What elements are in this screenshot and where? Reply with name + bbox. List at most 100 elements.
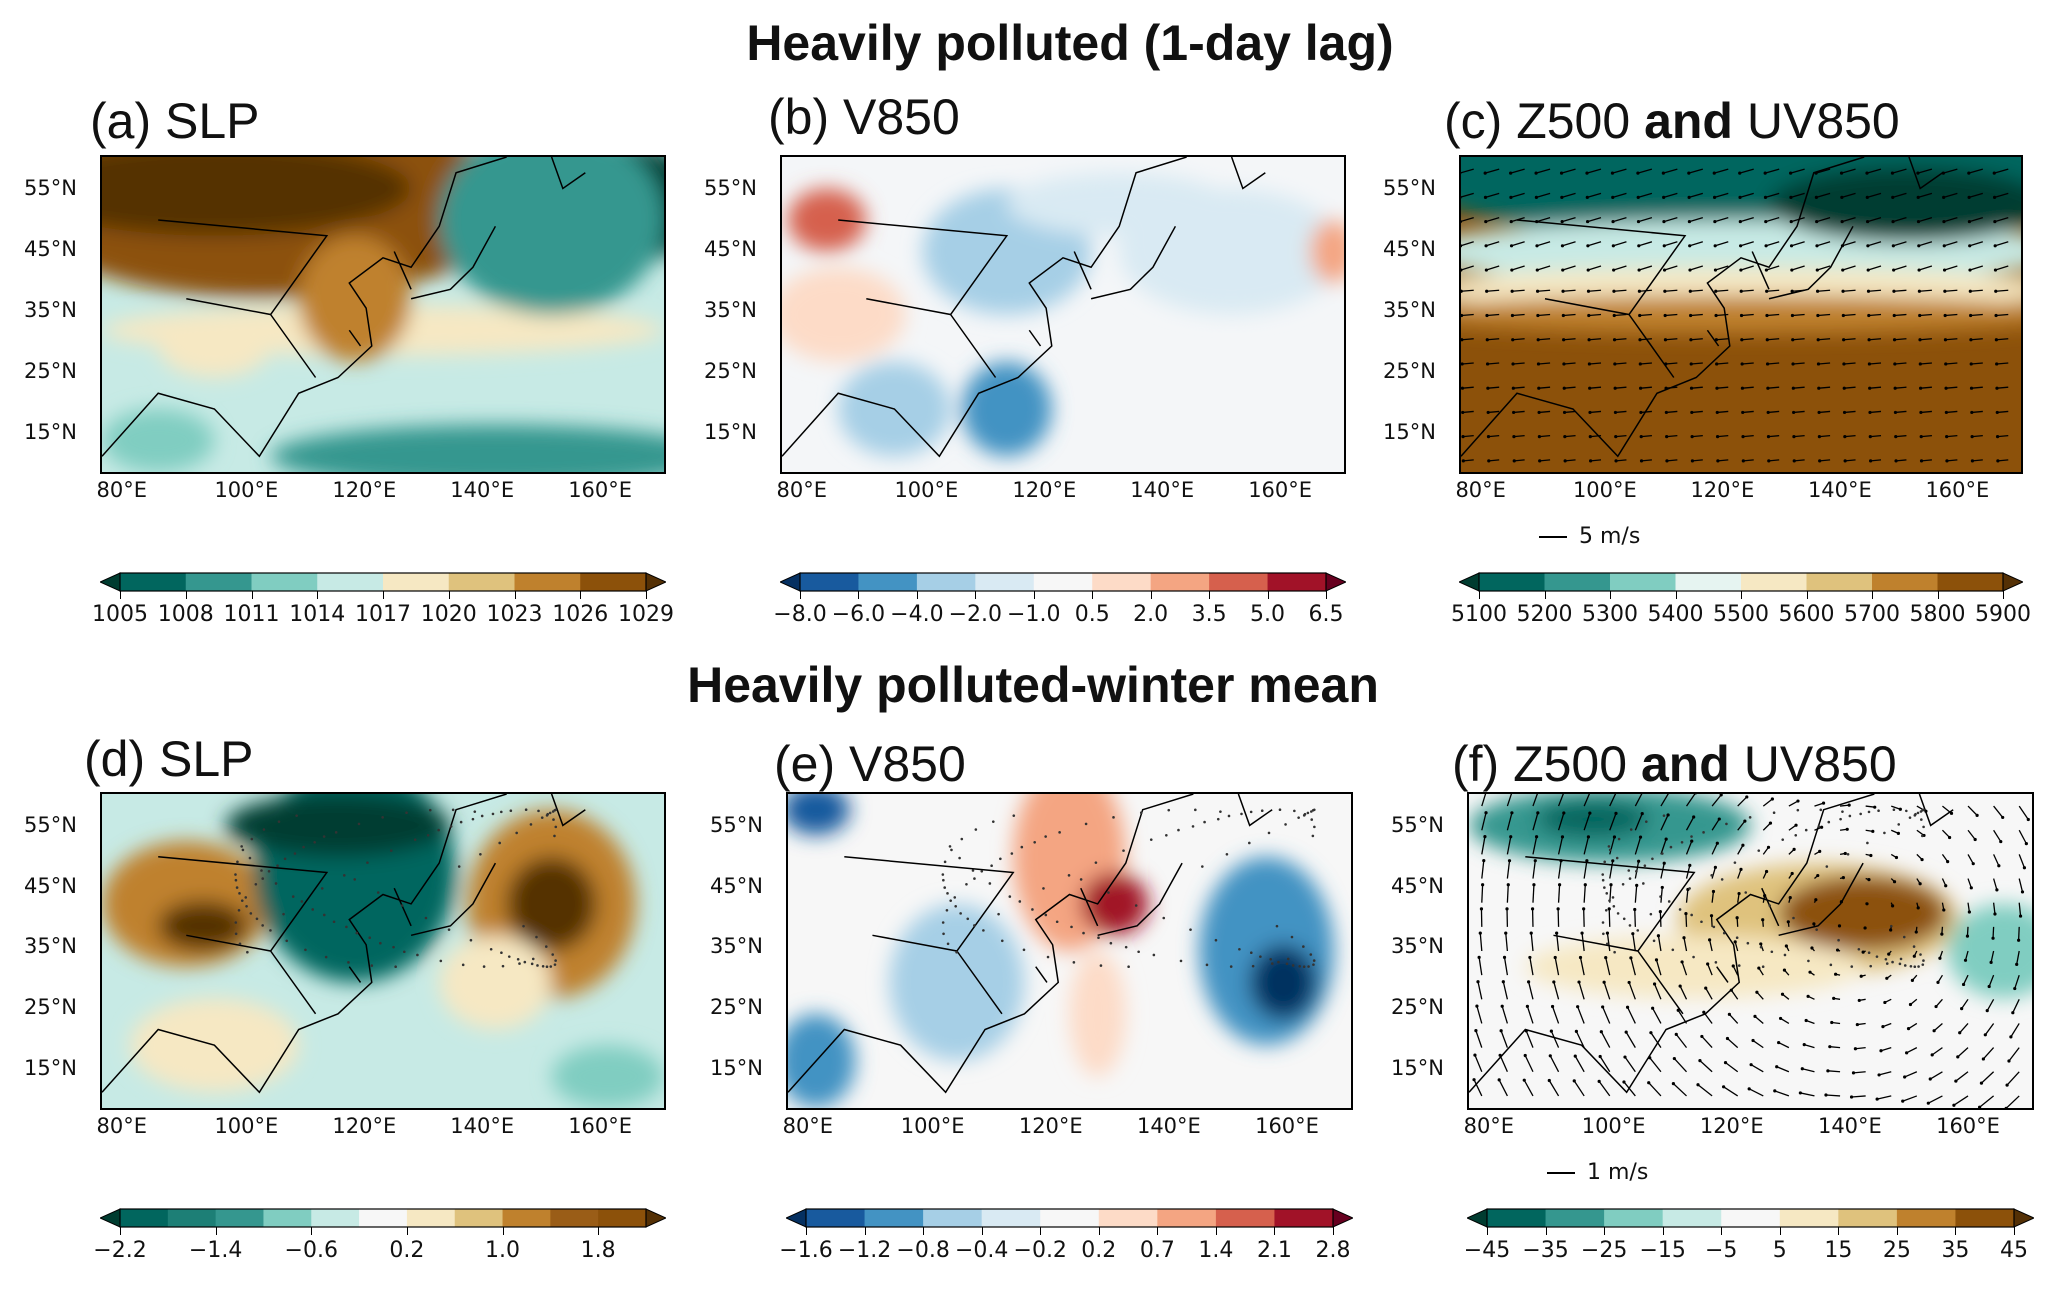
wind-vector (1953, 1095, 1969, 1106)
significance-dot (245, 905, 248, 908)
wind-vector-head (1904, 1051, 1909, 1055)
wind-vector (1941, 829, 1951, 838)
wind-vector-head (1918, 313, 1922, 318)
wind-vector-head (1906, 1027, 1911, 1031)
wind-vector (1666, 459, 1678, 462)
wind-vector (2014, 974, 2020, 989)
wind-vector-head (1892, 338, 1897, 342)
wind-vector-head (1510, 313, 1515, 318)
vector-reference-f: 1 m/s (1547, 1160, 1648, 1185)
wind-vector (1818, 362, 1831, 365)
wind-vector (1817, 289, 1831, 292)
wind-vector-head (1826, 1069, 1830, 1073)
wind-vector (1800, 1092, 1815, 1097)
wind-vector (1510, 168, 1525, 174)
significance-dot (357, 822, 361, 826)
wind-vector (1843, 313, 1856, 317)
lon-tick-label: 120°E (1690, 478, 1755, 502)
significance-dot (1022, 948, 1026, 952)
significance-dot (471, 817, 475, 821)
wind-vector-head (1660, 885, 1664, 890)
colorbar-tick-label: 5 (1772, 1238, 1787, 1263)
colorbar-tick-label: −2.0 (948, 602, 1003, 627)
wind-vector (2012, 999, 2020, 1013)
wind-vector (1946, 386, 1958, 389)
significance-dot (240, 845, 243, 848)
wind-vector (2018, 805, 2029, 820)
wind-vector (1664, 265, 1678, 271)
colorbar-tick-label: 1.0 (485, 1238, 521, 1263)
wind-vector (1765, 168, 1780, 174)
significance-dot (1644, 820, 1648, 823)
significance-dot (277, 820, 281, 823)
wind-vector-head (1588, 435, 1592, 439)
wind-vector (1588, 289, 1602, 292)
wind-vector (1488, 410, 1500, 414)
wind-vector (1614, 338, 1627, 341)
wind-vector (1663, 168, 1678, 174)
wind-vector-head (1806, 994, 1810, 998)
colorbar-tick-label: 5400 (1647, 602, 1704, 627)
wind-vector-head (1942, 244, 1946, 248)
colorbar-tick-label: −15 (1639, 1238, 1686, 1263)
colorbar-segment (598, 1209, 647, 1227)
wind-vector (1554, 957, 1560, 976)
colorbar-tick (1092, 591, 1094, 599)
significance-dot (1621, 883, 1625, 886)
wind-vector-head (1654, 958, 1659, 962)
significance-dot (342, 874, 346, 877)
wind-vector-head (1637, 289, 1642, 293)
wind-vector-head (1877, 1073, 1881, 1077)
significance-dot (1608, 848, 1612, 852)
wind-vector-head (1498, 1053, 1502, 1057)
colorbar-segment (800, 573, 859, 591)
wind-vector (1742, 386, 1754, 389)
colorbar-tick (1215, 1227, 1217, 1235)
significance-dot (1310, 818, 1314, 821)
wind-vector-head (1866, 244, 1870, 248)
wind-vector-head (1611, 244, 1615, 248)
colorbar-segment (167, 1209, 217, 1227)
lon-tick-label: 120°E (1018, 1114, 1083, 1138)
wind-vector-head (1537, 410, 1541, 415)
wind-vector-head (1611, 219, 1615, 224)
colorbar-tick-label: 5200 (1516, 602, 1573, 627)
wind-vector-head (1534, 171, 1538, 175)
wind-vector (1691, 386, 1703, 389)
colorbar-segment (1033, 573, 1093, 591)
wind-vector (1581, 933, 1585, 952)
wind-vector-head (1461, 459, 1465, 463)
lat-tick-label: 15°N (24, 1055, 77, 1080)
wind-vector-head (1818, 849, 1822, 853)
wind-vector (1791, 241, 1805, 247)
significance-dot (416, 953, 419, 957)
significance-dot (447, 928, 451, 931)
wind-vector (1994, 241, 2009, 247)
significance-dot (1869, 964, 1873, 968)
wind-vector-head (1996, 459, 2000, 463)
wind-vector (1590, 459, 1602, 462)
wind-vector-head (1917, 268, 1921, 272)
colorbar-tick (1333, 1227, 1334, 1235)
wind-vector-head (1875, 1097, 1879, 1101)
colorbar-tick (1274, 1227, 1276, 1235)
wind-vector (1880, 1046, 1892, 1052)
colorbar-segment (317, 573, 384, 591)
significance-dot (548, 811, 552, 815)
wind-vector (1995, 265, 2009, 271)
wind-vector-head (1613, 362, 1617, 366)
wind-vector (1774, 1090, 1790, 1097)
wind-vector (1634, 861, 1640, 879)
wind-vector-head (1867, 338, 1871, 342)
wind-vector (1892, 168, 1907, 174)
wind-vector-head (1597, 1079, 1601, 1083)
significance-dot (324, 955, 328, 959)
significance-dot (1659, 895, 1662, 898)
significance-dot (405, 811, 408, 814)
wind-vector-head (1851, 1071, 1856, 1075)
significance-dot (234, 878, 238, 882)
wind-vector-head (1969, 338, 1973, 342)
wind-vector (1589, 362, 1602, 365)
wind-vector (1895, 386, 1907, 389)
wind-vector-head (1586, 219, 1590, 224)
